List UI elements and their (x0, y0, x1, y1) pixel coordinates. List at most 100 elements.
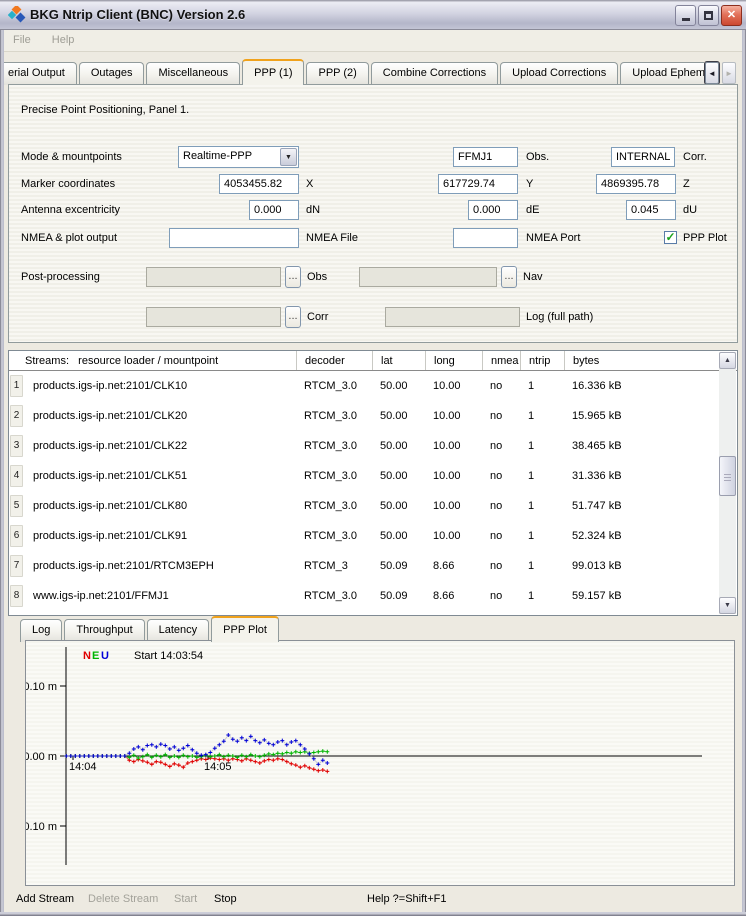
tab-combine-corrections[interactable]: Combine Corrections (370, 62, 499, 85)
tab-log[interactable]: Log (20, 619, 63, 642)
tab-throughput[interactable]: Throughput (64, 619, 145, 642)
table-row[interactable]: 7 products.igs-ip.net:2101/RTCM3EPH RTCM_3… (9, 551, 737, 581)
cell-ntrip: 1 (528, 470, 535, 482)
cell-nmea: no (490, 470, 503, 482)
obs-mountpoint-field[interactable] (453, 147, 518, 167)
maximize-button[interactable] (698, 5, 719, 26)
window-border-right (742, 30, 746, 916)
nmea-port-field[interactable] (453, 228, 518, 248)
scroll-down-button[interactable]: ▼ (719, 597, 736, 614)
minimize-button[interactable] (675, 5, 696, 26)
cell-n: 4 (9, 461, 24, 491)
cell-mountpoint: www.igs-ip.net:2101/FFMJ1 (33, 590, 169, 602)
table-row[interactable]: 2 products.igs-ip.net:2101/CLK20 RTCM_3.0 5… (9, 401, 737, 431)
table-row[interactable]: 6 products.igs-ip.net:2101/CLK91 RTCM_3.0 5… (9, 521, 737, 551)
cell-long: 8.66 (433, 590, 455, 602)
bkg-app-icon (7, 4, 26, 24)
tab-upload-corrections[interactable]: Upload Corrections (500, 62, 619, 85)
footer-bar: Add Stream Delete Stream Start Stop Help ?=… (4, 889, 742, 912)
close-button[interactable]: ✕ (721, 5, 742, 26)
ppp-plot-chart: 0.10 m 0.00 m -0.10 m 14:04 14:05 NEU Start 14… (26, 647, 702, 865)
tab-ppp-plot[interactable]: PPP Plot (211, 616, 279, 642)
marker-y-field[interactable] (438, 174, 518, 194)
row-number: 3 (10, 435, 23, 457)
scrollbar-thumb[interactable] (719, 456, 736, 496)
title-bar: BKG Ntrip Client (BNC) Version 2.6 ✕ (0, 0, 746, 30)
table-row[interactable]: 8 www.igs-ip.net:2101/FFMJ1 RTCM_3.0 50.09 8… (9, 581, 737, 611)
menu-bar: File Help (4, 30, 742, 52)
cell-bytes: 99.013 kB (572, 560, 622, 572)
scroll-down-icon: ▼ (724, 602, 731, 609)
nmea-file-field[interactable] (169, 228, 299, 248)
check-icon: ✓ (665, 230, 676, 244)
menu-help[interactable]: Help (51, 34, 75, 46)
table-row[interactable]: 3 products.igs-ip.net:2101/CLK22 RTCM_3.0 5… (9, 431, 737, 461)
marker-x-label: X (306, 178, 314, 190)
cell-decoder: RTCM_3.0 (304, 500, 357, 512)
post-obs-browse-button: ... (285, 266, 301, 288)
tab-ppp-1[interactable]: PPP (1) (242, 59, 305, 85)
nmea-label: NMEA & plot output (21, 232, 117, 244)
window-title: BKG Ntrip Client (BNC) Version 2.6 (30, 7, 246, 22)
antenna-du-field[interactable] (626, 200, 676, 220)
marker-z-field[interactable] (596, 174, 676, 194)
cell-nmea: no (490, 440, 503, 452)
ppp-plot-label: PPP Plot (683, 232, 727, 244)
table-row[interactable]: 4 products.igs-ip.net:2101/CLK51 RTCM_3.0 5… (9, 461, 737, 491)
add-stream-button[interactable]: Add Stream (16, 893, 75, 905)
marker-z-label: Z (683, 178, 690, 190)
streams-scrollbar[interactable]: ▲ ▼ (719, 352, 736, 614)
marker-x-field[interactable] (219, 174, 299, 194)
scroll-up-button[interactable]: ▲ (719, 352, 736, 369)
post-nav-label: Nav (523, 271, 543, 283)
cell-mountpoint: products.igs-ip.net:2101/RTCM3EPH (33, 560, 214, 572)
table-row[interactable]: 5 products.igs-ip.net:2101/CLK80 RTCM_3.0 5… (9, 491, 737, 521)
stop-button[interactable]: Stop (214, 893, 237, 905)
y-tick-label: -0.10 m (26, 821, 57, 833)
cell-lat: 50.00 (380, 470, 408, 482)
cell-mountpoint: products.igs-ip.net:2101/CLK10 (33, 380, 188, 392)
tab-erial-output[interactable]: erial Output (4, 62, 77, 85)
cell-long: 10.00 (433, 530, 461, 542)
row-number: 2 (10, 405, 23, 427)
corr-mountpoint-field[interactable] (611, 147, 675, 167)
tab-scroll-left-button[interactable]: ◄ (704, 61, 720, 85)
cell-long: 10.00 (433, 410, 461, 422)
cell-mountpoint: products.igs-ip.net:2101/CLK20 (33, 410, 188, 422)
cell-long: 10.00 (433, 500, 461, 512)
x-tick-label: 14:05 (204, 761, 232, 773)
tab-right-icon: ► (725, 69, 733, 78)
panel-title: Precise Point Positioning, Panel 1. (21, 104, 190, 116)
cell-nmea: no (490, 590, 503, 602)
cell-ntrip: 1 (528, 590, 535, 602)
menu-file[interactable]: File (13, 34, 31, 46)
cell-decoder: RTCM_3.0 (304, 470, 357, 482)
mode-label: Mode & mountpoints (21, 151, 122, 163)
cell-bytes: 31.336 kB (572, 470, 622, 482)
cell-decoder: RTCM_3.0 (304, 380, 357, 392)
antenna-de-field[interactable] (468, 200, 518, 220)
post-corr-field (146, 307, 281, 327)
combo-arrow-icon[interactable]: ▼ (280, 148, 297, 166)
header-lat: lat (372, 351, 425, 370)
cell-n: 7 (9, 551, 24, 581)
tab-outages[interactable]: Outages (78, 62, 145, 85)
mode-combobox[interactable]: Realtime-PPP ▼ (178, 146, 299, 168)
tab-miscellaneous[interactable]: Miscellaneous (146, 62, 241, 85)
cell-n: 1 (9, 371, 24, 401)
post-obs-field (146, 267, 281, 287)
tab-latency[interactable]: Latency (146, 619, 210, 642)
tab-ppp-2[interactable]: PPP (2) (306, 62, 369, 85)
cell-lat: 50.00 (380, 500, 408, 512)
antenna-dn-field[interactable] (249, 200, 299, 220)
y-tick-label: 0.00 m (26, 751, 57, 763)
ppp-plot-panel: 0.10 m 0.00 m -0.10 m 14:04 14:05 NEU Start 14… (25, 640, 735, 886)
tab-upload-ephemeris[interactable]: Upload Ephemeris (620, 62, 704, 85)
ppp-plot-checkbox[interactable]: ✓ (664, 231, 677, 244)
cell-decoder: RTCM_3.0 (304, 530, 357, 542)
table-row[interactable]: 1 products.igs-ip.net:2101/CLK10 RTCM_3.0 5… (9, 371, 737, 401)
nmea-port-label: NMEA Port (526, 232, 581, 244)
series-markers-u (64, 733, 330, 767)
cell-decoder: RTCM_3.0 (304, 590, 357, 602)
help-hint: Help ?=Shift+F1 (367, 893, 447, 905)
